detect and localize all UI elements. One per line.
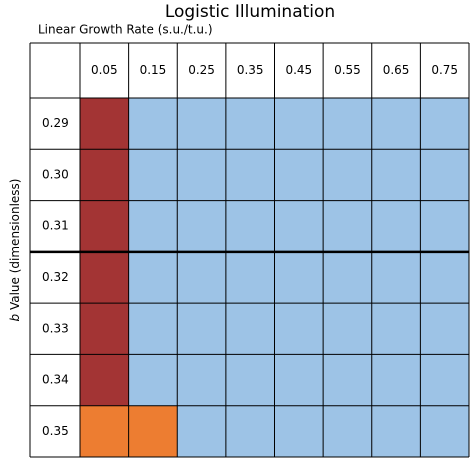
- cell: [420, 303, 469, 355]
- cell: [177, 405, 226, 457]
- cell: [420, 149, 469, 201]
- cell: [80, 251, 129, 304]
- cell: [177, 149, 226, 201]
- cell: [274, 303, 324, 355]
- column-header: 0.65: [383, 63, 410, 77]
- cell: [420, 200, 469, 252]
- cell: [128, 405, 178, 457]
- cell: [128, 149, 178, 201]
- column-header: 0.45: [285, 63, 312, 77]
- cell: [80, 149, 129, 201]
- cell: [177, 251, 226, 304]
- cell: [274, 149, 324, 201]
- cell: [225, 405, 275, 457]
- cell: [225, 98, 275, 150]
- cell: [225, 354, 275, 406]
- cell: [80, 303, 129, 355]
- cell: [323, 200, 372, 252]
- cell: [274, 200, 324, 252]
- cell: [371, 200, 421, 252]
- cell: [371, 251, 421, 304]
- cell: [128, 354, 178, 406]
- cell: [420, 354, 469, 406]
- row-header: 0.29: [42, 116, 69, 130]
- cell: [323, 149, 372, 201]
- cell: [128, 200, 178, 252]
- cell: [323, 354, 372, 406]
- title: Logistic Illumination: [165, 2, 335, 22]
- column-header: 0.25: [188, 63, 215, 77]
- column-header: 0.35: [237, 63, 264, 77]
- cell: [80, 405, 129, 457]
- column-header: 0.05: [91, 63, 118, 77]
- cell: [420, 251, 469, 304]
- row-header: 0.35: [42, 424, 69, 438]
- cell: [225, 149, 275, 201]
- cell: [80, 200, 129, 252]
- cell: [225, 303, 275, 355]
- column-axis-label: Linear Growth Rate (s.u./t.u.): [38, 23, 213, 37]
- column-header: 0.15: [140, 63, 167, 77]
- cell: [371, 149, 421, 201]
- row-header: 0.31: [42, 219, 69, 233]
- cell: [371, 303, 421, 355]
- cell: [274, 98, 324, 150]
- cell: [225, 251, 275, 304]
- row-header: 0.32: [42, 270, 69, 284]
- cell: [371, 98, 421, 150]
- cell: [128, 98, 178, 150]
- row-header: 0.34: [42, 373, 69, 387]
- row-axis-label-italic: b: [8, 313, 22, 321]
- cell: [274, 354, 324, 406]
- row-axis-label: b Value (dimensionless): [8, 179, 22, 322]
- cell: [177, 98, 226, 150]
- cell: [420, 98, 469, 150]
- cell: [177, 303, 226, 355]
- cell: [420, 405, 469, 457]
- cell: [323, 98, 372, 150]
- cell: [274, 251, 324, 304]
- cell: [371, 354, 421, 406]
- cell: [80, 98, 129, 150]
- row-header: 0.33: [42, 321, 69, 335]
- cell: [323, 251, 372, 304]
- cell: [371, 405, 421, 457]
- cell: [80, 354, 129, 406]
- column-header: 0.55: [334, 63, 361, 77]
- cell: [128, 251, 178, 304]
- cell: [225, 200, 275, 252]
- cell: [177, 354, 226, 406]
- cell: [323, 303, 372, 355]
- column-header: 0.75: [431, 63, 458, 77]
- cell: [274, 405, 324, 457]
- cell: [177, 200, 226, 252]
- cell: [128, 303, 178, 355]
- row-header: 0.30: [42, 167, 69, 181]
- cell: [323, 405, 372, 457]
- row-axis-label-rest: Value (dimensionless): [8, 179, 22, 311]
